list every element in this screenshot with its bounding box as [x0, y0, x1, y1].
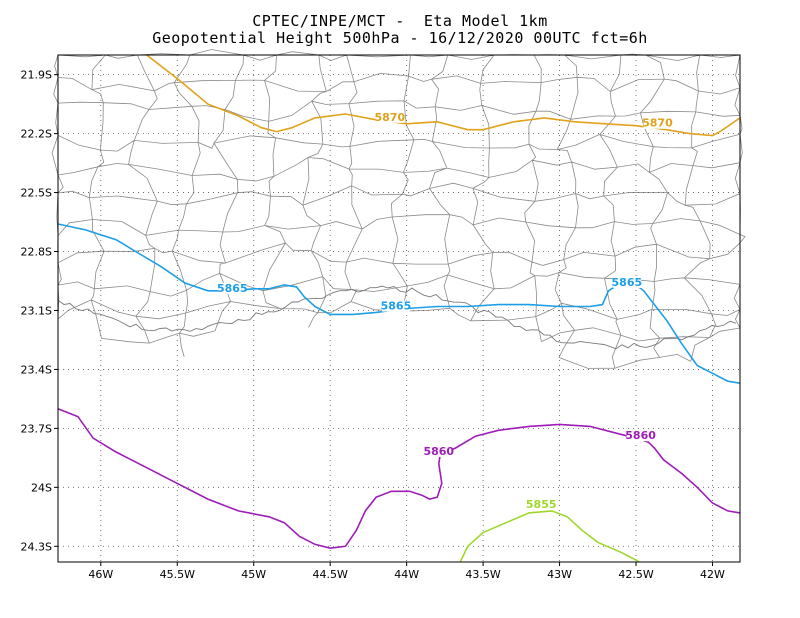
lon-tick-label: 46W — [88, 568, 113, 581]
lon-tick-label: 44.5W — [313, 568, 348, 581]
contour-label-5855: 5855 — [526, 498, 557, 511]
lat-tick-label: 22.8S — [21, 246, 52, 259]
contour-label-background — [527, 498, 556, 510]
contour-label-5865: 5865 — [612, 276, 643, 289]
contour-label-5870: 5870 — [375, 111, 406, 124]
lat-tick-label: 21.9S — [21, 69, 52, 82]
map-title-line1: CPTEC/INPE/MCT - Eta Model 1km — [252, 12, 548, 30]
map-frame — [57, 54, 741, 563]
contour-label-background — [626, 430, 655, 442]
lat-tick-label: 24S — [31, 481, 52, 494]
contour-5870 — [146, 54, 741, 137]
lat-tick-label: 22.2S — [21, 128, 52, 141]
contour-5855 — [459, 510, 640, 563]
contour-label-background — [381, 300, 410, 312]
contour-label-5870: 5870 — [642, 117, 673, 130]
contour-label-5860: 5860 — [625, 429, 656, 442]
contour-label-background — [375, 111, 404, 123]
contour-5860 — [57, 407, 741, 550]
contour-label-background — [424, 445, 453, 457]
lon-tick-label: 45W — [241, 568, 266, 581]
map-title-line2: Geopotential Height 500hPa - 16/12/2020 … — [152, 29, 648, 47]
contour-label-5865: 5865 — [217, 282, 248, 295]
lon-tick-label: 44W — [394, 568, 419, 581]
geopotential-contours: 5870 5870 5865 5865 5865 5860 5860 5855 — [57, 54, 741, 563]
lon-tick-label: 42.5W — [618, 568, 653, 581]
lat-tick-label: 24.3S — [21, 540, 52, 553]
municipal-boundary-lines — [51, 49, 746, 369]
lat-tick-label: 23.1S — [21, 304, 52, 317]
contour-label-background — [612, 276, 641, 288]
lon-tick-label: 42W — [700, 568, 725, 581]
lat-tick-label: 22.5S — [21, 187, 52, 200]
contour-5865 — [57, 223, 741, 384]
contour-label-5865: 5865 — [381, 300, 412, 313]
coastline — [57, 285, 737, 350]
lon-tick-label: 43W — [547, 568, 572, 581]
contour-label-background — [643, 117, 672, 129]
municipal-boundaries — [51, 49, 746, 369]
axis-ticks: 46W 45.5W 45W 44.5W 44W 43.5W 43W 42.5W 42W 21.9S… — [21, 69, 726, 581]
contour-label-5860: 5860 — [423, 445, 454, 458]
lon-tick-label: 43.5W — [465, 568, 500, 581]
contour-label-background — [218, 282, 247, 294]
lon-tick-label: 45.5W — [160, 568, 195, 581]
lat-tick-label: 23.4S — [21, 363, 52, 376]
lat-tick-label: 23.7S — [21, 422, 52, 435]
